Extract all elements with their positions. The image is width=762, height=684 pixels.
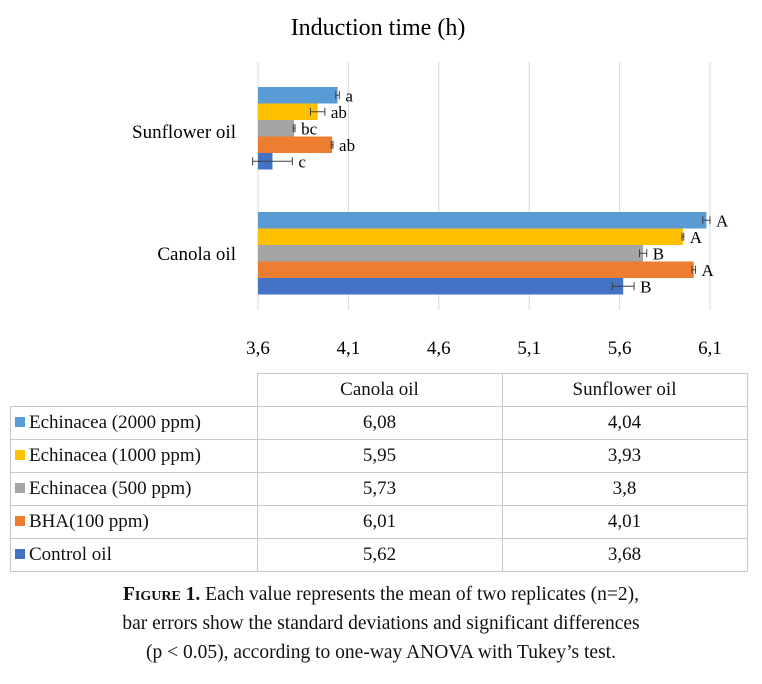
table-row-label: Echinacea (500 ppm) [10, 472, 258, 506]
significance-letter: ab [339, 136, 355, 155]
data-table: Canola oil Sunflower oil Echinacea (2000… [10, 373, 748, 572]
x-tick-label: 4,6 [427, 338, 451, 359]
significance-letter: bc [301, 119, 318, 138]
figure-caption: Figure 1. Each value represents the mean… [0, 580, 762, 667]
table-cell: 6,01 [256, 505, 503, 539]
legend-label: BHA(100 ppm) [29, 511, 149, 532]
category-label: Canola oil [157, 244, 236, 265]
significance-letter: a [345, 86, 353, 105]
caption-lead-smallcaps: igure [134, 584, 181, 605]
caption-text-2: bar errors show the standard deviations … [122, 613, 640, 634]
significance-letter: B [653, 244, 664, 263]
legend-label: Echinacea (500 ppm) [29, 478, 192, 499]
bar [258, 261, 694, 278]
x-tick-label: 6,1 [698, 338, 722, 359]
table-header-row: Canola oil Sunflower oil [10, 373, 748, 407]
bar [258, 212, 707, 229]
bar [258, 103, 318, 120]
caption-line-1: Figure 1. Each value represents the mean… [0, 580, 762, 609]
caption-text-1: Each value represents the mean of two re… [200, 584, 640, 605]
legend-key [15, 450, 25, 460]
bar [258, 278, 624, 295]
table-row-label: Echinacea (1000 ppm) [10, 439, 258, 473]
table-row: BHA(100 ppm) 6,01 4,01 [10, 505, 748, 539]
caption-lead-number: 1. [180, 584, 201, 605]
table-header-sunflower: Sunflower oil [501, 373, 748, 407]
table-cell: 5,73 [256, 472, 503, 506]
significance-letter: c [298, 152, 306, 171]
table-row-label: BHA(100 ppm) [10, 505, 258, 539]
category-label: Sunflower oil [132, 122, 236, 143]
significance-letter: A [716, 211, 729, 230]
table-cell: 3,8 [501, 472, 748, 506]
table-cell: 3,93 [501, 439, 748, 473]
legend-key [15, 483, 25, 493]
table-cell: 5,95 [256, 439, 503, 473]
x-tick-label: 5,6 [608, 338, 632, 359]
table-cell: 4,01 [501, 505, 748, 539]
legend-label: Echinacea (2000 ppm) [29, 412, 201, 433]
x-tick-label: 4,1 [337, 338, 361, 359]
significance-letter: A [702, 261, 715, 280]
legend-key [15, 516, 25, 526]
caption-figure-label: Figure 1. [123, 584, 200, 605]
bar [258, 228, 683, 245]
table-cell: 5,62 [256, 538, 503, 572]
x-tick-label: 5,1 [517, 338, 541, 359]
table-cell: 6,08 [256, 406, 503, 440]
table-row: Echinacea (500 ppm) 5,73 3,8 [10, 472, 748, 506]
x-tick-label: 3,6 [246, 338, 270, 359]
table-row: Echinacea (1000 ppm) 5,95 3,93 [10, 439, 748, 473]
bar [258, 245, 644, 262]
table-row: Control oil 5,62 3,68 [10, 538, 748, 572]
significance-letter: B [640, 277, 651, 296]
significance-letter: ab [331, 103, 347, 122]
significance-letter: A [690, 228, 703, 247]
legend-label: Control oil [29, 544, 112, 565]
table-row-label: Echinacea (2000 ppm) [10, 406, 258, 440]
legend-key [15, 549, 25, 559]
legend-label: Echinacea (1000 ppm) [29, 445, 201, 466]
table-header-canola: Canola oil [256, 373, 503, 407]
table-cell: 3,68 [501, 538, 748, 572]
table-row-label: Control oil [10, 538, 258, 572]
legend-key [15, 417, 25, 427]
table-row: Echinacea (2000 ppm) 6,08 4,04 [10, 406, 748, 440]
caption-text-3: (p < 0.05), according to one-way ANOVA w… [146, 642, 616, 663]
bar [258, 136, 333, 153]
bar [258, 87, 338, 104]
table-corner [10, 373, 258, 407]
bar [258, 120, 295, 137]
caption-lead-letter: F [122, 584, 135, 605]
table-cell: 4,04 [501, 406, 748, 440]
chart-title: Induction time (h) [291, 15, 466, 41]
